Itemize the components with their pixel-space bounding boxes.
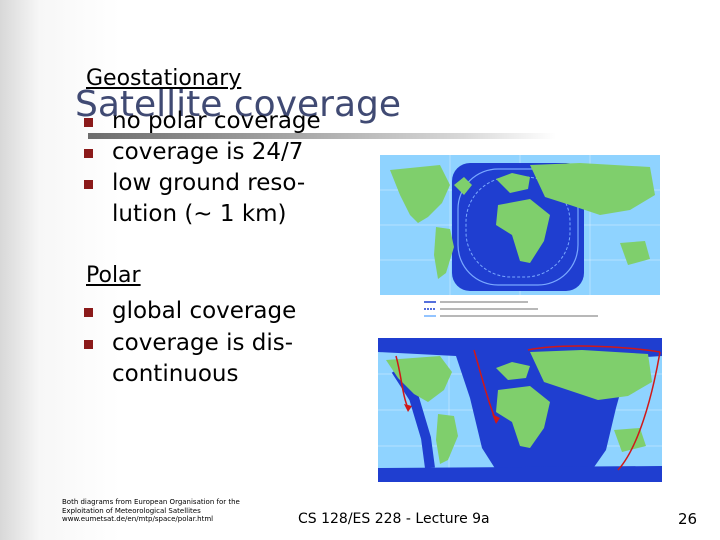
geostationary-coverage-map [380, 155, 660, 295]
bullet-marker [84, 180, 93, 189]
polar-bullet-1: global coverage [84, 296, 296, 327]
geo-bullet-1: no polar coverage [84, 106, 321, 137]
source-footnote: Both diagrams from European Organisation… [62, 498, 240, 524]
geo-bullet-text: low ground reso- [112, 170, 306, 196]
geostationary-map-graphic [380, 155, 660, 295]
geo-bullet-text: no polar coverage [112, 108, 321, 134]
polar-bullet-2-continued: continuous [112, 359, 239, 390]
geostationary-heading: Geostationary [86, 66, 242, 91]
bullet-marker [84, 149, 93, 158]
coverage-legend [378, 297, 660, 323]
geo-bullet-text: coverage is 24/7 [112, 139, 304, 165]
geo-bullet-text: lution (~ 1 km) [112, 201, 287, 227]
footnote-line: Exploitation of Meteorological Satellite… [62, 506, 201, 515]
bullet-marker [84, 118, 93, 127]
geo-bullet-3-continued: lution (~ 1 km) [112, 199, 287, 230]
title-underline [88, 133, 556, 139]
geo-bullet-2: coverage is 24/7 [84, 137, 303, 168]
bullet-marker [84, 308, 93, 317]
footnote-url: www.eumetsat.de/en/mtp/space/polar.html [62, 515, 214, 523]
polar-bullet-text: global coverage [112, 298, 297, 324]
polar-map-graphic [378, 338, 662, 482]
bullet-marker [84, 340, 93, 349]
polar-heading: Polar [86, 263, 141, 288]
polar-coverage-map [378, 338, 662, 482]
polar-bullet-text: continuous [112, 361, 239, 387]
lecture-footer: CS 128/ES 228 - Lecture 9a [298, 511, 490, 527]
footnote-line: Both diagrams from European Organisation… [62, 498, 240, 506]
polar-bullet-text: coverage is dis- [112, 330, 294, 356]
slide-number: 26 [678, 510, 698, 528]
slide-title: Satellite coverage [75, 84, 402, 125]
polar-bullet-2: coverage is dis- [84, 328, 293, 359]
legend-graphic [424, 301, 598, 317]
geo-bullet-3: low ground reso- [84, 168, 305, 199]
